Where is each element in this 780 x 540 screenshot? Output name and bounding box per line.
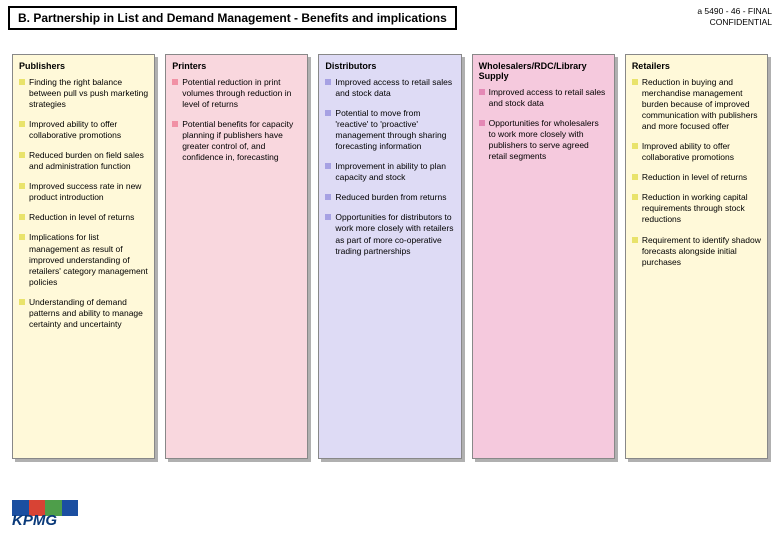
column-title: Publishers — [19, 61, 148, 71]
column-title: Distributors — [325, 61, 454, 71]
column-body: Wholesalers/RDC/Library Supply Improved a… — [472, 54, 615, 459]
kpmg-logo: KPMG — [12, 500, 88, 530]
bullet-icon — [632, 237, 638, 243]
list-item-text: Potential to move from 'reactive' to 'pr… — [335, 108, 454, 152]
doc-reference: a 5490 - 46 - FINAL CONFIDENTIAL — [697, 6, 772, 27]
column-title: Wholesalers/RDC/Library Supply — [479, 61, 608, 81]
column-printers: Printers Potential reduction in print vol… — [165, 54, 308, 459]
column-title: Retailers — [632, 61, 761, 71]
bullet-icon — [325, 110, 331, 116]
list-item-text: Improved access to retail sales and stoc… — [335, 77, 454, 99]
list-item: Reduction in working capital requirement… — [632, 192, 761, 225]
bullet-icon — [632, 79, 638, 85]
logo-box — [62, 500, 79, 516]
column-retailers: Retailers Reduction in buying and merchan… — [625, 54, 768, 459]
list-item: Improved access to retail sales and stoc… — [479, 87, 608, 109]
bullet-icon — [19, 234, 25, 240]
column-body: Printers Potential reduction in print vol… — [165, 54, 308, 459]
list-item: Potential reduction in print volumes thr… — [172, 77, 301, 110]
column-list: Finding the right balance between pull v… — [19, 77, 148, 330]
list-item: Improved ability to offer collaborative … — [19, 119, 148, 141]
list-item-text: Requirement to identify shadow forecasts… — [642, 235, 761, 268]
list-item-text: Opportunities for wholesalers to work mo… — [489, 118, 608, 162]
list-item-text: Reduced burden from returns — [335, 192, 446, 203]
column-body: Publishers Finding the right balance betw… — [12, 54, 155, 459]
bullet-icon — [172, 79, 178, 85]
list-item: Opportunities for wholesalers to work mo… — [479, 118, 608, 162]
bullet-icon — [325, 214, 331, 220]
bullet-icon — [19, 121, 25, 127]
list-item: Reduction in level of returns — [632, 172, 761, 183]
list-item: Potential to move from 'reactive' to 'pr… — [325, 108, 454, 152]
bullet-icon — [19, 152, 25, 158]
column-list: Potential reduction in print volumes thr… — [172, 77, 301, 163]
list-item: Reduced burden from returns — [325, 192, 454, 203]
list-item: Improved access to retail sales and stoc… — [325, 77, 454, 99]
column-list: Improved access to retail sales and stoc… — [479, 87, 608, 162]
bullet-icon — [632, 143, 638, 149]
list-item: Improved ability to offer collaborative … — [632, 141, 761, 163]
list-item-text: Reduction in buying and merchandise mana… — [642, 77, 761, 132]
list-item: Finding the right balance between pull v… — [19, 77, 148, 110]
list-item-text: Finding the right balance between pull v… — [29, 77, 148, 110]
list-item-text: Improved success rate in new product int… — [29, 181, 148, 203]
bullet-icon — [172, 121, 178, 127]
list-item-text: Potential benefits for capacity planning… — [182, 119, 301, 163]
column-list: Reduction in buying and merchandise mana… — [632, 77, 761, 268]
list-item-text: Improvement in ability to plan capacity … — [335, 161, 454, 183]
list-item: Requirement to identify shadow forecasts… — [632, 235, 761, 268]
list-item-text: Improved ability to offer collaborative … — [642, 141, 761, 163]
list-item: Opportunities for distributors to work m… — [325, 212, 454, 256]
column-body: Retailers Reduction in buying and merchan… — [625, 54, 768, 459]
list-item-text: Understanding of demand patterns and abi… — [29, 297, 148, 330]
list-item: Improvement in ability to plan capacity … — [325, 161, 454, 183]
list-item-text: Improved ability to offer collaborative … — [29, 119, 148, 141]
docref-line2: CONFIDENTIAL — [697, 17, 772, 28]
column-title: Printers — [172, 61, 301, 71]
columns-container: Publishers Finding the right balance betw… — [0, 34, 780, 465]
bullet-icon — [19, 299, 25, 305]
list-item: Reduction in level of returns — [19, 212, 148, 223]
list-item: Reduced burden on field sales and admini… — [19, 150, 148, 172]
bullet-icon — [632, 174, 638, 180]
list-item-text: Reduction in working capital requirement… — [642, 192, 761, 225]
bullet-icon — [479, 89, 485, 95]
column-wholesalers: Wholesalers/RDC/Library Supply Improved a… — [472, 54, 615, 459]
list-item: Potential benefits for capacity planning… — [172, 119, 301, 163]
list-item-text: Reduction in level of returns — [29, 212, 134, 223]
bullet-icon — [325, 163, 331, 169]
bullet-icon — [19, 79, 25, 85]
list-item: Understanding of demand patterns and abi… — [19, 297, 148, 330]
header-row: B. Partnership in List and Demand Manage… — [0, 0, 780, 34]
list-item: Improved success rate in new product int… — [19, 181, 148, 203]
bullet-icon — [325, 194, 331, 200]
bullet-icon — [632, 194, 638, 200]
list-item-text: Reduction in level of returns — [642, 172, 747, 183]
list-item-text: Implications for list management as resu… — [29, 232, 148, 287]
list-item-text: Opportunities for distributors to work m… — [335, 212, 454, 256]
docref-line1: a 5490 - 46 - FINAL — [697, 6, 772, 17]
column-body: Distributors Improved access to retail sa… — [318, 54, 461, 459]
list-item: Implications for list management as resu… — [19, 232, 148, 287]
bullet-icon — [19, 183, 25, 189]
bullet-icon — [479, 120, 485, 126]
bullet-icon — [325, 79, 331, 85]
list-item-text: Improved access to retail sales and stoc… — [489, 87, 608, 109]
column-distributors: Distributors Improved access to retail sa… — [318, 54, 461, 459]
column-publishers: Publishers Finding the right balance betw… — [12, 54, 155, 459]
list-item: Reduction in buying and merchandise mana… — [632, 77, 761, 132]
list-item-text: Reduced burden on field sales and admini… — [29, 150, 148, 172]
bullet-icon — [19, 214, 25, 220]
list-item-text: Potential reduction in print volumes thr… — [182, 77, 301, 110]
page-title: B. Partnership in List and Demand Manage… — [8, 6, 457, 30]
column-list: Improved access to retail sales and stoc… — [325, 77, 454, 257]
